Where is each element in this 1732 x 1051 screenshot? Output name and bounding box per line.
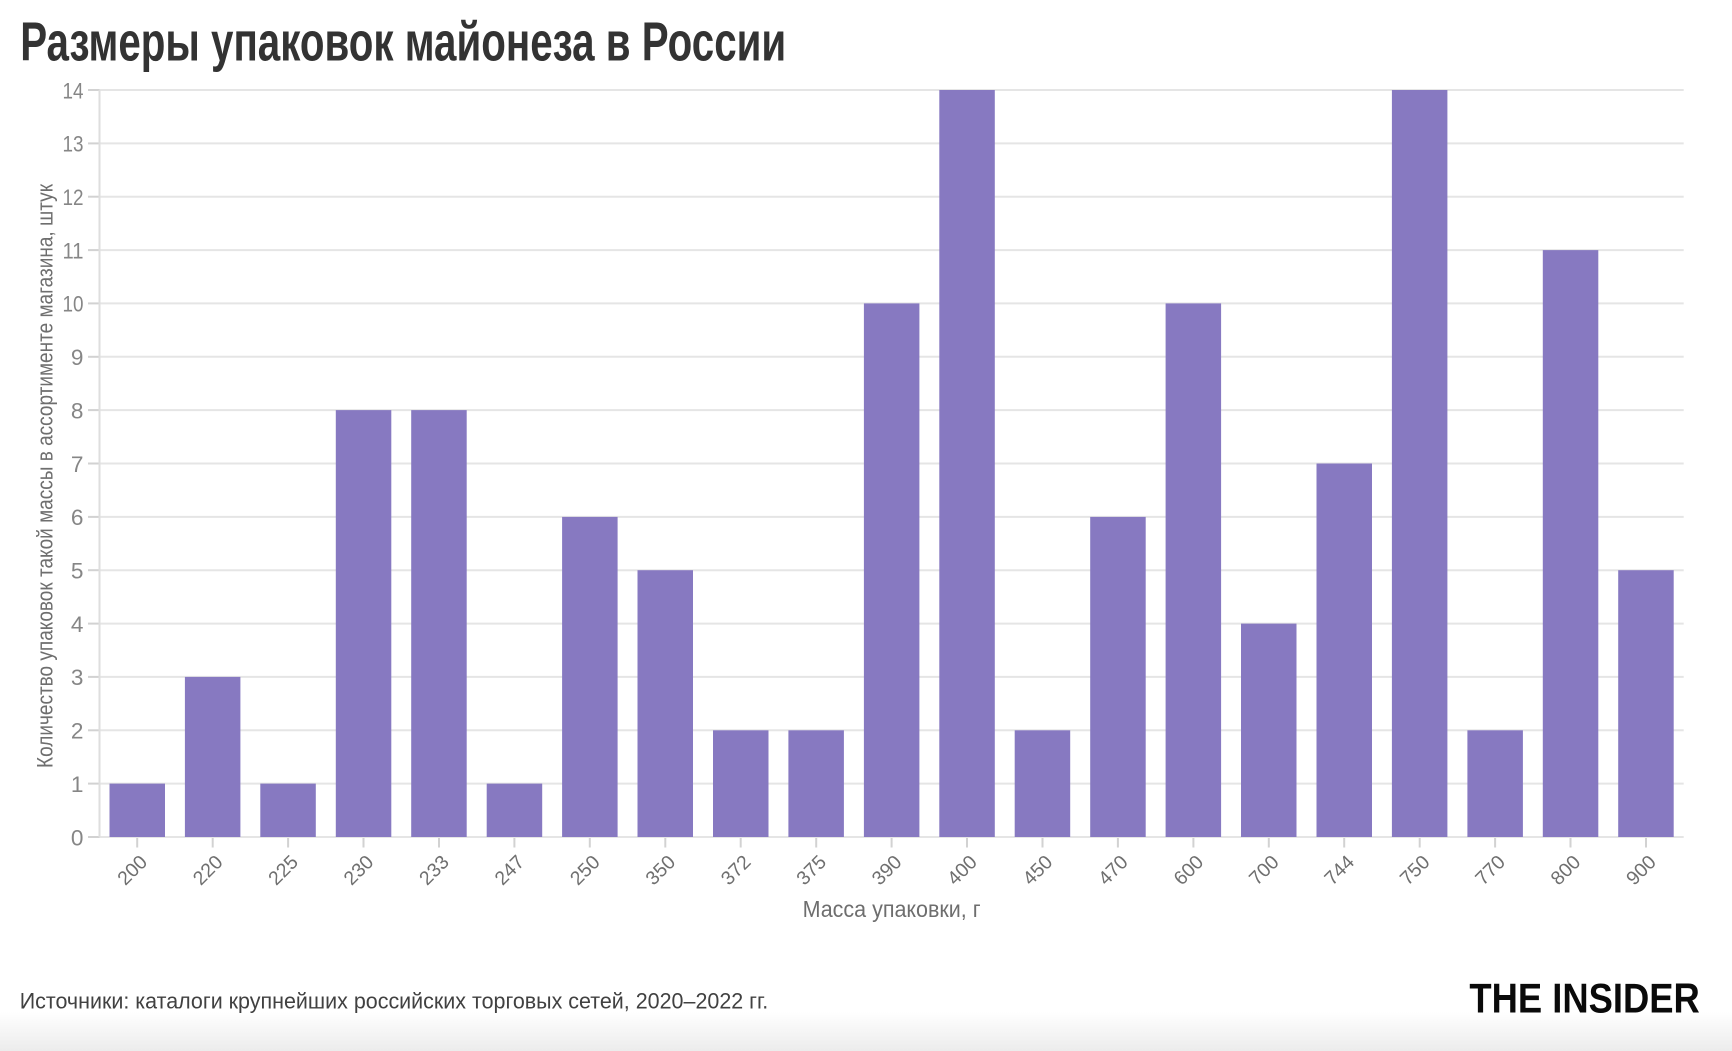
- svg-text:11: 11: [63, 238, 84, 263]
- svg-text:Источники: каталоги крупнейших: Источники: каталоги крупнейших российски…: [20, 989, 769, 1014]
- svg-text:600: 600: [1170, 851, 1209, 890]
- svg-text:10: 10: [63, 292, 84, 317]
- svg-text:0: 0: [71, 825, 84, 850]
- svg-text:230: 230: [340, 851, 379, 890]
- svg-text:770: 770: [1471, 851, 1510, 890]
- svg-text:250: 250: [566, 851, 605, 890]
- svg-text:900: 900: [1622, 851, 1661, 890]
- svg-text:8: 8: [71, 398, 84, 423]
- svg-text:744: 744: [1320, 851, 1359, 890]
- svg-text:247: 247: [491, 851, 530, 890]
- svg-text:3: 3: [71, 665, 84, 690]
- svg-text:375: 375: [792, 851, 831, 890]
- svg-text:233: 233: [415, 851, 454, 890]
- svg-text:9: 9: [71, 345, 84, 370]
- svg-text:800: 800: [1547, 851, 1586, 890]
- svg-text:390: 390: [868, 851, 907, 890]
- svg-text:6: 6: [71, 505, 84, 530]
- svg-text:13: 13: [63, 132, 84, 157]
- svg-text:200: 200: [113, 851, 152, 890]
- svg-text:THE INSIDER: THE INSIDER: [1469, 975, 1699, 1022]
- svg-text:2: 2: [71, 719, 84, 744]
- svg-text:7: 7: [71, 452, 84, 477]
- svg-text:5: 5: [71, 559, 84, 584]
- svg-text:Размеры упаковок майонеза в Ро: Размеры упаковок майонеза в России: [20, 10, 786, 72]
- svg-text:400: 400: [943, 851, 982, 890]
- svg-text:450: 450: [1019, 851, 1058, 890]
- svg-text:Масса упаковки, г: Масса упаковки, г: [803, 896, 981, 922]
- svg-text:372: 372: [717, 851, 756, 890]
- svg-text:14: 14: [63, 78, 84, 103]
- svg-text:12: 12: [63, 185, 84, 210]
- svg-text:470: 470: [1094, 851, 1133, 890]
- svg-text:1: 1: [71, 772, 84, 797]
- svg-text:350: 350: [641, 851, 680, 890]
- svg-text:220: 220: [189, 851, 228, 890]
- svg-text:225: 225: [264, 851, 303, 890]
- svg-text:750: 750: [1396, 851, 1435, 890]
- svg-text:700: 700: [1245, 851, 1284, 890]
- svg-text:4: 4: [71, 612, 84, 637]
- svg-text:Количество упаковок такой масс: Количество упаковок такой массы в ассорт…: [32, 184, 57, 768]
